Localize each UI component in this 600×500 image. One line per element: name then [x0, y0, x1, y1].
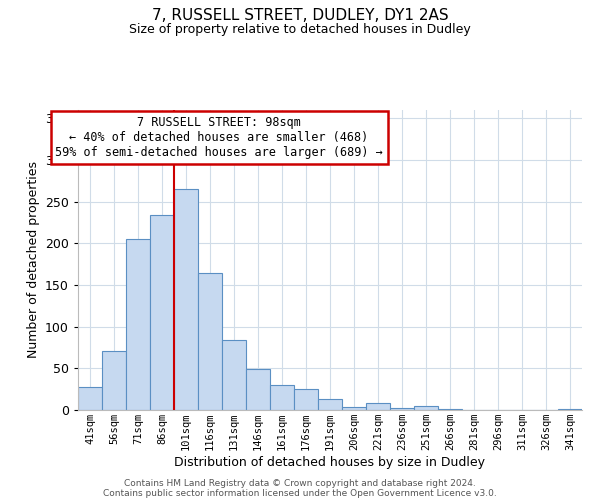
Bar: [126, 239, 150, 410]
Bar: [174, 189, 198, 410]
Bar: [318, 399, 342, 410]
Text: 7, RUSSELL STREET, DUDLEY, DY1 2AS: 7, RUSSELL STREET, DUDLEY, DY1 2AS: [152, 8, 448, 22]
Text: Contains HM Land Registry data © Crown copyright and database right 2024.: Contains HM Land Registry data © Crown c…: [124, 478, 476, 488]
Bar: [150, 215, 174, 410]
Bar: [198, 274, 222, 410]
Bar: [342, 406, 366, 410]
Text: Size of property relative to detached houses in Dudley: Size of property relative to detached ho…: [129, 22, 471, 36]
Bar: [246, 369, 270, 410]
Bar: [78, 386, 102, 410]
Bar: [102, 351, 126, 410]
Bar: [270, 385, 294, 410]
X-axis label: Distribution of detached houses by size in Dudley: Distribution of detached houses by size …: [175, 456, 485, 469]
Bar: [366, 404, 390, 410]
Text: 7 RUSSELL STREET: 98sqm
← 40% of detached houses are smaller (468)
59% of semi-d: 7 RUSSELL STREET: 98sqm ← 40% of detache…: [55, 116, 383, 159]
Y-axis label: Number of detached properties: Number of detached properties: [26, 162, 40, 358]
Bar: [390, 408, 414, 410]
Bar: [414, 406, 438, 410]
Bar: [222, 340, 246, 410]
Bar: [558, 409, 582, 410]
Text: Contains public sector information licensed under the Open Government Licence v3: Contains public sector information licen…: [103, 488, 497, 498]
Bar: [294, 389, 318, 410]
Bar: [438, 409, 462, 410]
